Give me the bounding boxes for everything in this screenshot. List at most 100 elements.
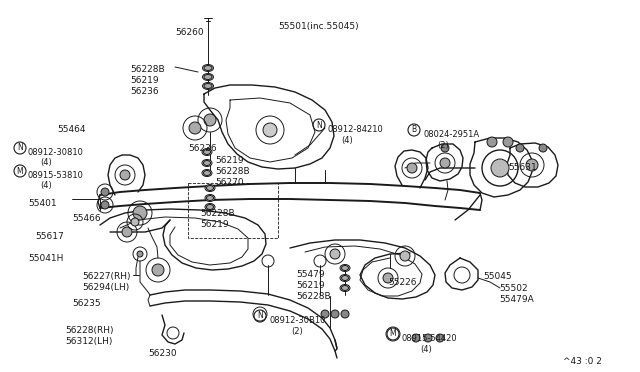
Text: 56260: 56260 <box>175 28 204 37</box>
Circle shape <box>101 188 109 196</box>
Ellipse shape <box>205 195 215 202</box>
Circle shape <box>407 163 417 173</box>
Ellipse shape <box>204 83 212 89</box>
Circle shape <box>424 334 432 342</box>
Circle shape <box>412 334 420 342</box>
Ellipse shape <box>202 160 212 167</box>
Circle shape <box>487 137 497 147</box>
Text: 55226: 55226 <box>388 278 417 287</box>
Text: 55466: 55466 <box>72 214 100 223</box>
Ellipse shape <box>204 160 211 166</box>
Circle shape <box>491 159 509 177</box>
Text: 56270: 56270 <box>215 178 244 187</box>
Ellipse shape <box>202 148 212 155</box>
Ellipse shape <box>340 285 350 292</box>
Text: 56228(RH): 56228(RH) <box>65 326 113 335</box>
Ellipse shape <box>202 83 214 90</box>
Circle shape <box>441 144 449 152</box>
Text: 56228B: 56228B <box>130 65 164 74</box>
Circle shape <box>503 137 513 147</box>
Ellipse shape <box>204 170 211 176</box>
Text: 55501(inc.55045): 55501(inc.55045) <box>278 22 358 31</box>
Text: 55502: 55502 <box>499 284 527 293</box>
Text: 56227(RH): 56227(RH) <box>82 272 131 281</box>
Text: 08912-30B10: 08912-30B10 <box>269 316 325 325</box>
Text: 08912-30810: 08912-30810 <box>27 148 83 157</box>
Circle shape <box>331 310 339 318</box>
Circle shape <box>122 227 132 237</box>
Text: 56228B: 56228B <box>215 167 250 176</box>
Text: (4): (4) <box>40 158 52 167</box>
Ellipse shape <box>204 65 212 71</box>
Text: (4): (4) <box>341 136 353 145</box>
Ellipse shape <box>204 150 211 154</box>
Circle shape <box>101 201 109 209</box>
Text: 56236: 56236 <box>130 87 159 96</box>
Text: 55045: 55045 <box>483 272 511 281</box>
Circle shape <box>400 251 410 261</box>
Text: M: M <box>17 167 23 176</box>
Text: N: N <box>316 121 322 129</box>
Text: 56230: 56230 <box>148 349 177 358</box>
Ellipse shape <box>205 185 215 192</box>
Circle shape <box>383 273 393 283</box>
Circle shape <box>330 249 340 259</box>
Text: ^43 :0 2: ^43 :0 2 <box>563 357 602 366</box>
Circle shape <box>263 123 277 137</box>
Circle shape <box>321 310 329 318</box>
Text: 55479A: 55479A <box>499 295 534 304</box>
Text: 56219: 56219 <box>200 220 228 229</box>
Text: 08024-2951A: 08024-2951A <box>424 130 480 139</box>
Text: 56312(LH): 56312(LH) <box>65 337 113 346</box>
Ellipse shape <box>204 74 212 80</box>
Circle shape <box>539 144 547 152</box>
Circle shape <box>137 251 143 257</box>
Ellipse shape <box>207 186 214 190</box>
Ellipse shape <box>342 285 349 291</box>
Text: M: M <box>390 330 396 339</box>
Text: 56219: 56219 <box>130 76 159 85</box>
Text: N: N <box>257 311 263 321</box>
Text: 56219: 56219 <box>215 156 244 165</box>
Ellipse shape <box>207 196 214 201</box>
Text: 56228B: 56228B <box>200 209 235 218</box>
Ellipse shape <box>342 276 349 280</box>
Circle shape <box>526 159 538 171</box>
Text: (2): (2) <box>291 327 303 336</box>
Text: 56236: 56236 <box>188 144 216 153</box>
Text: 56294(LH): 56294(LH) <box>82 283 129 292</box>
Circle shape <box>120 170 130 180</box>
Text: 08915-53810: 08915-53810 <box>27 171 83 180</box>
Circle shape <box>341 310 349 318</box>
Text: (4): (4) <box>420 345 432 354</box>
Text: 56219: 56219 <box>296 281 324 290</box>
Text: 55464: 55464 <box>57 125 86 134</box>
Text: 55041H: 55041H <box>28 254 63 263</box>
Circle shape <box>133 206 147 220</box>
Circle shape <box>440 158 450 168</box>
Text: 55479: 55479 <box>296 270 324 279</box>
Ellipse shape <box>202 170 212 176</box>
Circle shape <box>152 264 164 276</box>
Text: 56235: 56235 <box>72 299 100 308</box>
Text: 08912-84210: 08912-84210 <box>328 125 384 134</box>
Text: 08915-54420: 08915-54420 <box>402 334 458 343</box>
Ellipse shape <box>207 205 214 209</box>
Text: 55401: 55401 <box>28 199 56 208</box>
Ellipse shape <box>340 264 350 272</box>
Ellipse shape <box>202 74 214 80</box>
Ellipse shape <box>342 266 349 270</box>
Circle shape <box>516 144 524 152</box>
Circle shape <box>131 218 139 226</box>
Text: 55631: 55631 <box>508 163 537 172</box>
Text: (4): (4) <box>40 181 52 190</box>
Circle shape <box>189 122 201 134</box>
Text: B: B <box>412 125 417 135</box>
Circle shape <box>436 334 444 342</box>
Text: N: N <box>17 144 23 153</box>
Ellipse shape <box>340 275 350 282</box>
Text: 55617: 55617 <box>35 232 64 241</box>
Circle shape <box>204 114 216 126</box>
Ellipse shape <box>202 64 214 71</box>
Bar <box>188 183 278 238</box>
